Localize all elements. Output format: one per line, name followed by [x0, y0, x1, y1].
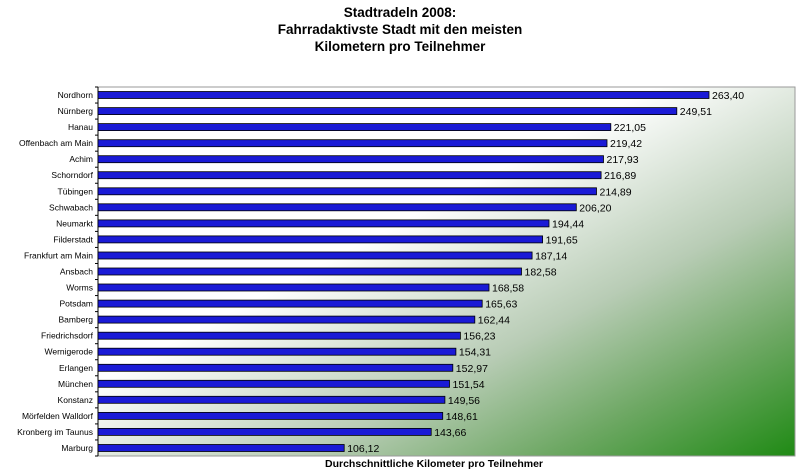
category-label-nordhorn: Nordhorn [58, 90, 94, 100]
data-label-tubingen: 214,89 [600, 186, 632, 198]
bar-schwabach [97, 203, 577, 212]
bar-munchen [97, 379, 450, 388]
category-label-erlangen: Erlangen [59, 363, 93, 373]
bar-morfelden-walldorf [97, 411, 444, 420]
category-label-offenbach-am-main: Offenbach am Main [19, 138, 93, 148]
data-label-worms: 168,58 [492, 283, 524, 295]
chart-title-line-3: Kilometern pro Teilnehmer [314, 39, 486, 54]
bar-erlangen [97, 363, 454, 372]
category-label-ansbach: Ansbach [60, 267, 93, 277]
bar-nurnberg [97, 107, 678, 115]
data-label-wernigerode: 154,31 [459, 347, 491, 359]
chart-title-line-2: Fahrradaktivste Stadt mit den meisten [277, 22, 523, 37]
bar-kronberg-im-taunus [97, 427, 432, 436]
data-label-erlangen: 152,97 [456, 363, 488, 375]
category-label-nurnberg: Nürnberg [58, 106, 94, 116]
category-label-friedrichsdorf: Friedrichsdorf [41, 331, 94, 341]
category-label-schwabach: Schwabach [49, 202, 93, 212]
bar-nordhorn [97, 91, 710, 99]
data-label-morfelden-walldorf: 148,61 [446, 411, 478, 423]
data-label-konstanz: 149,56 [448, 395, 480, 407]
data-label-potsdam: 165,63 [485, 299, 517, 311]
data-label-filderstadt: 191,65 [546, 234, 578, 246]
category-label-kronberg-im-taunus: Kronberg im Taunus [17, 427, 93, 437]
data-label-offenbach-am-main: 219,42 [610, 138, 642, 150]
bar-neumarkt [97, 219, 550, 228]
data-label-hanau: 221,05 [614, 122, 646, 134]
data-label-munchen: 151,54 [453, 379, 485, 391]
category-label-munchen: München [58, 379, 93, 389]
bar-frankfurt-am-main [97, 251, 533, 260]
data-label-schorndorf: 216,89 [604, 170, 636, 182]
bar-schorndorf [97, 171, 602, 180]
data-label-marburg: 106,12 [347, 443, 379, 455]
category-label-bamberg: Bamberg [59, 315, 94, 325]
data-label-ansbach: 182,58 [525, 267, 557, 279]
bar-bamberg [97, 315, 476, 324]
chart-title: Stadtradeln 2008: Fahrradaktivste Stadt … [0, 4, 800, 55]
bar-friedrichsdorf [97, 331, 461, 340]
category-label-potsdam: Potsdam [59, 299, 93, 309]
category-label-frankfurt-am-main: Frankfurt am Main [24, 251, 93, 261]
bar-potsdam [97, 299, 483, 308]
data-label-bamberg: 162,44 [478, 315, 510, 327]
bar-ansbach [97, 267, 522, 276]
category-label-filderstadt: Filderstadt [53, 234, 93, 244]
bar-tubingen [97, 187, 597, 196]
data-label-neumarkt: 194,44 [552, 218, 584, 230]
bar-marburg [97, 444, 345, 452]
category-label-marburg: Marburg [61, 443, 93, 453]
category-label-tubingen: Tübingen [58, 186, 94, 196]
bar-wernigerode [97, 347, 457, 356]
bar-offenbach-am-main [97, 139, 608, 148]
data-label-kronberg-im-taunus: 143,66 [434, 427, 466, 439]
data-label-nurnberg: 249,51 [680, 106, 712, 118]
bar-konstanz [97, 395, 446, 404]
data-label-frankfurt-am-main: 187,14 [535, 251, 567, 263]
data-label-schwabach: 206,20 [579, 202, 611, 214]
data-label-achim: 217,93 [607, 154, 639, 166]
category-label-konstanz: Konstanz [58, 395, 93, 405]
category-label-hanau: Hanau [68, 122, 93, 132]
x-axis-label: Durchschnittliche Kilometer pro Teilnehm… [325, 458, 544, 470]
category-label-schorndorf: Schorndorf [51, 170, 93, 180]
category-label-neumarkt: Neumarkt [56, 218, 93, 228]
chart-title-line-1: Stadtradeln 2008: [343, 5, 457, 20]
bar-hanau [97, 123, 612, 131]
bar-worms [97, 283, 490, 292]
category-label-morfelden-walldorf: Mörfelden Walldorf [22, 411, 94, 421]
data-label-nordhorn: 263,40 [712, 90, 744, 102]
category-label-achim: Achim [69, 154, 93, 164]
data-label-friedrichsdorf: 156,23 [463, 331, 495, 343]
category-label-wernigerode: Wernigerode [44, 347, 93, 357]
category-label-worms: Worms [66, 283, 93, 293]
bar-filderstadt [97, 235, 544, 244]
bar-achim [97, 155, 604, 164]
